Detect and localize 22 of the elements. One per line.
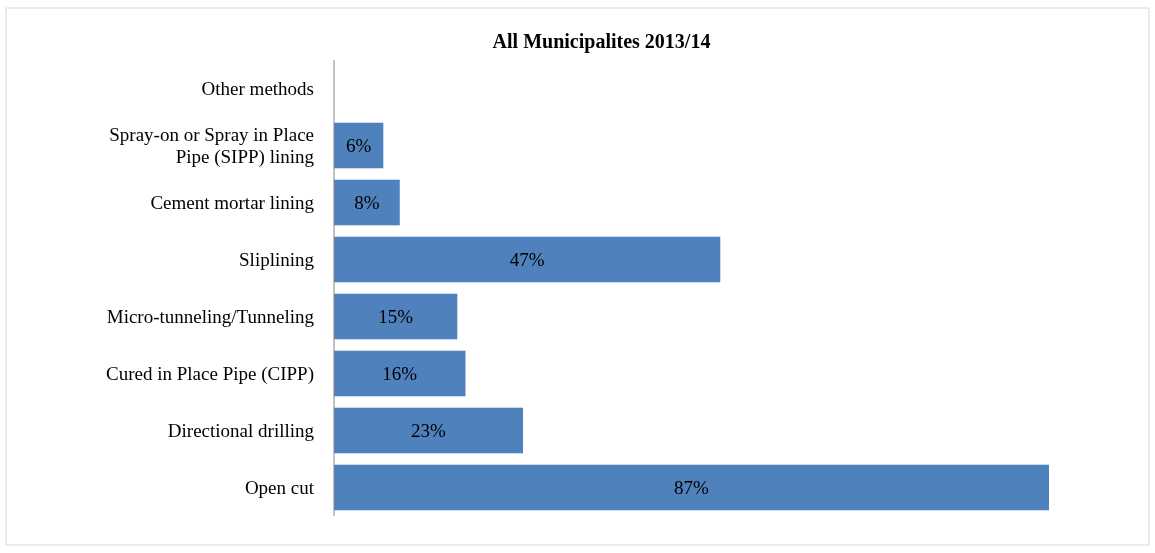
bar — [334, 293, 458, 340]
bar — [334, 179, 400, 226]
y-tick-label: Directional drilling — [167, 420, 315, 442]
data-label: 15% — [378, 306, 414, 328]
data-label: 6% — [345, 135, 372, 157]
y-tick-label: Other methods — [201, 78, 314, 100]
data-label: 87% — [674, 477, 710, 499]
data-label: 23% — [411, 420, 447, 442]
y-tick-label: Sliplining — [239, 249, 315, 271]
bar — [334, 350, 466, 397]
y-tick-label: Spray-on or Spray in Place Pipe (SIPP) lining — [109, 124, 315, 169]
bar — [334, 236, 721, 283]
chart-title: All Municipalites 2013/14 — [492, 30, 711, 53]
y-tick-label: Cured in Place Pipe (CIPP) — [106, 363, 314, 386]
data-label: 16% — [382, 363, 418, 385]
data-label: 47% — [509, 249, 545, 271]
y-tick-label: Open cut — [244, 477, 315, 499]
y-tick-label: Cement mortar lining — [150, 192, 315, 214]
data-label: 8% — [354, 192, 380, 214]
bar — [334, 407, 524, 454]
y-tick-label: Micro-tunneling/Tunneling — [106, 306, 315, 328]
bar — [334, 464, 1049, 511]
